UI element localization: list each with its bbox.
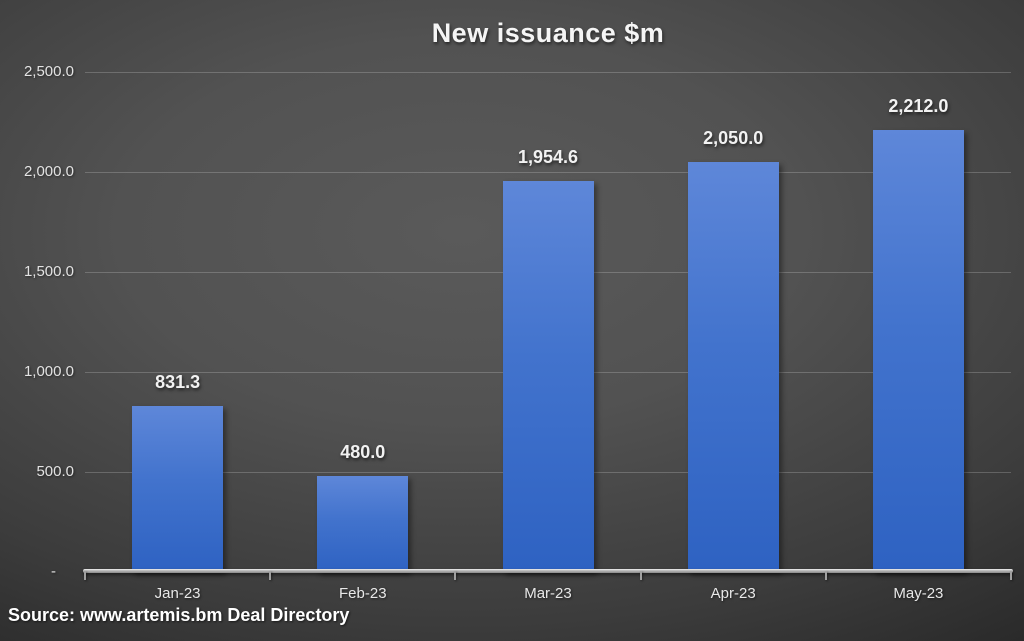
bar-value-label: 2,212.0 <box>888 95 949 116</box>
x-axis-tick <box>1010 571 1012 580</box>
bar <box>687 162 779 572</box>
y-axis-tick-label: 1,000.0 <box>23 363 74 380</box>
y-axis-tick-label: 2,500.0 <box>23 63 74 80</box>
x-axis-category-label: Feb-23 <box>339 585 387 602</box>
y-axis-tick-label: 1,500.0 <box>23 263 74 280</box>
bar <box>872 129 964 572</box>
bar-value-label: 2,050.0 <box>703 128 764 148</box>
bar-value-label: 1,954.6 <box>517 147 579 168</box>
bar-value-label: 480.0 <box>340 442 386 462</box>
x-axis-line <box>83 569 1013 573</box>
x-axis-tick <box>84 571 86 580</box>
x-axis-category-label: Mar-23 <box>524 585 572 602</box>
bar <box>502 181 594 572</box>
y-axis-tick-label: - <box>51 563 56 580</box>
x-axis-category-label: Apr-23 <box>710 585 756 602</box>
x-axis-tick <box>824 571 827 580</box>
y-axis-tick-label: 500.0 <box>36 463 74 480</box>
x-axis-tick <box>454 571 457 580</box>
x-axis-category-label: Jan-23 <box>154 585 201 602</box>
gridline <box>85 71 1011 73</box>
bar-value-label: 831.3 <box>155 371 201 392</box>
bar <box>132 405 224 572</box>
source-caption: Source: www.artemis.bm Deal Directory <box>8 605 350 625</box>
x-axis-tick <box>269 571 272 580</box>
x-axis-category-label: May-23 <box>893 585 944 602</box>
bar <box>317 476 409 572</box>
gridline <box>85 171 1011 173</box>
x-axis-tick <box>639 571 642 580</box>
chart-title: New issuance $m <box>431 18 665 48</box>
y-axis-tick-label: 2,000.0 <box>23 163 74 180</box>
